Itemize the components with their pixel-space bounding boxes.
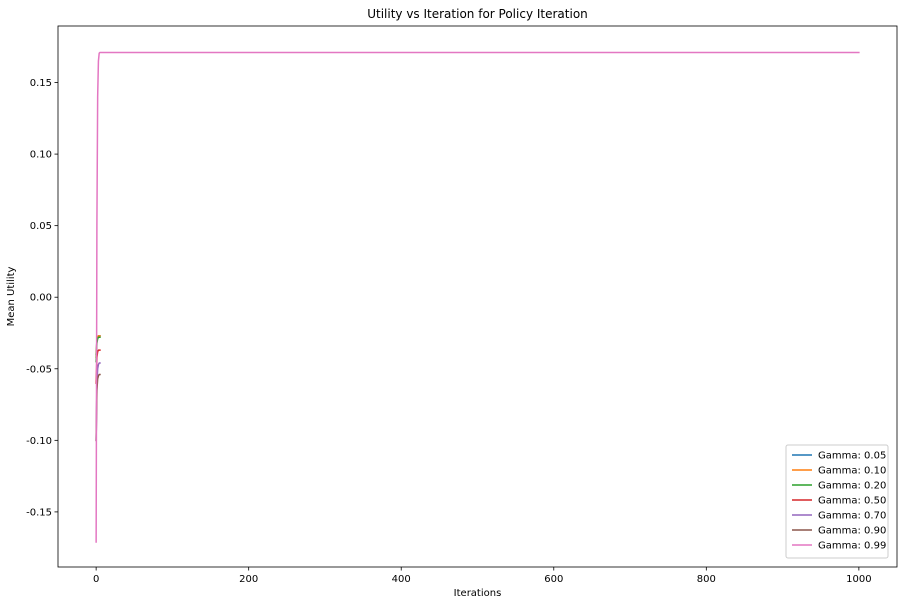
x-axis-label: Iterations: [454, 588, 502, 599]
x-tick-label-2: 400: [392, 574, 411, 585]
y-tick-label-3: 0.00: [30, 293, 52, 304]
y-tick-label-2: -0.05: [26, 364, 52, 375]
series-line-6: [95, 51, 860, 543]
y-tick-label-1: -0.10: [26, 436, 52, 447]
legend-label-5: Gamma: 0.90: [818, 526, 886, 537]
axes-frame: [57, 25, 898, 568]
legend-label-0: Gamma: 0.05: [818, 451, 886, 462]
legend-label-6: Gamma: 0.99: [818, 541, 886, 552]
y-tick-label-5: 0.10: [30, 150, 52, 161]
x-tick-label-0: 0: [93, 574, 99, 585]
x-tick-label-4: 800: [697, 574, 716, 585]
y-axis-label: Mean Utility: [6, 267, 17, 327]
y-tick-label-0: -0.15: [26, 507, 52, 518]
plot-area: [58, 26, 897, 567]
legend-label-3: Gamma: 0.50: [818, 496, 886, 507]
x-tick-label-5: 1000: [846, 574, 871, 585]
legend-label-4: Gamma: 0.70: [818, 511, 886, 522]
plot-background: [58, 26, 897, 567]
y-tick-label-4: 0.05: [30, 221, 52, 232]
chart-title: Utility vs Iteration for Policy Iteratio…: [367, 7, 588, 21]
x-tick-label-1: 200: [239, 574, 258, 585]
legend-label-1: Gamma: 0.10: [818, 466, 886, 477]
x-tick-label-3: 600: [544, 574, 563, 585]
axes-layer: 0 200 400 600 800 1000 -0.15 -0.10 -0.05 0.00 0.05…: [26, 25, 898, 585]
legend: Gamma: 0.05 Gamma: 0.10 Gamma: 0.20 Gamma: …: [785, 444, 889, 559]
y-tick-label-6: 0.15: [30, 78, 52, 89]
series-layer: [95, 51, 860, 543]
legend-label-2: Gamma: 0.20: [818, 481, 886, 492]
